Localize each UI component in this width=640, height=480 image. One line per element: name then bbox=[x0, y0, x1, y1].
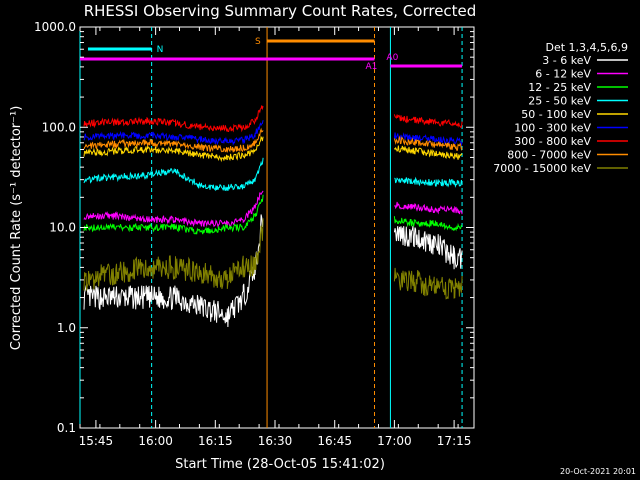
x-tick-label-1: 16:00 bbox=[138, 434, 173, 448]
series-line-4-1 bbox=[393, 145, 463, 160]
series-line-6-0 bbox=[83, 105, 264, 133]
legend-label-2: 12 - 25 keV bbox=[528, 81, 591, 94]
x-tick-label-2: 16:15 bbox=[198, 434, 233, 448]
series-line-8-1 bbox=[393, 267, 463, 300]
legend-label-7: 800 - 7000 keV bbox=[507, 149, 591, 162]
legend-title: Det 1,3,4,5,6,9 bbox=[545, 41, 628, 54]
series-line-0-0 bbox=[83, 214, 264, 328]
x-tick-label-5: 17:00 bbox=[377, 434, 412, 448]
legend-label-5: 100 - 300 keV bbox=[514, 122, 591, 135]
series-line-3-0 bbox=[83, 157, 264, 192]
series-line-5-0 bbox=[83, 120, 264, 146]
legend-label-3: 25 - 50 keV bbox=[528, 95, 591, 108]
legend-label-6: 300 - 800 keV bbox=[514, 135, 591, 148]
series-group bbox=[83, 105, 463, 328]
x-axis: 15:45 16:00 16:15 16:30 16:45 17:00 17:15 bbox=[79, 27, 472, 448]
x-tick-label-3: 16:30 bbox=[258, 434, 293, 448]
y-tick-label-2: 10.0 bbox=[49, 221, 76, 235]
series-line-0-1 bbox=[393, 225, 463, 270]
annotation-label-a0: A0 bbox=[386, 53, 398, 63]
y-axis-label: Corrected Count Rate (s⁻¹ detector⁻¹) bbox=[9, 106, 24, 351]
chart-title: RHESSI Observing Summary Count Rates, Co… bbox=[84, 2, 477, 20]
series-line-4-0 bbox=[83, 135, 264, 163]
y-axis: 0.1 1.0 10.0 100.0 1000.0 bbox=[34, 20, 474, 435]
series-line-8-0 bbox=[83, 218, 264, 291]
legend-label-0: 3 - 6 keV bbox=[542, 54, 591, 67]
series-line-2-0 bbox=[83, 194, 264, 235]
annotation-label-a1: A1 bbox=[366, 62, 378, 72]
series-line-2-1 bbox=[393, 216, 463, 232]
y-tick-label-3: 100.0 bbox=[42, 120, 76, 134]
series-line-5-1 bbox=[393, 132, 463, 147]
series-line-1-0 bbox=[83, 190, 264, 229]
y-tick-label-4: 1000.0 bbox=[34, 20, 76, 34]
series-line-7-0 bbox=[83, 127, 264, 153]
x-tick-label-6: 17:15 bbox=[437, 434, 472, 448]
x-axis-label: Start Time (28-Oct-05 15:41:02) bbox=[175, 457, 385, 472]
y-tick-label-0: 0.1 bbox=[57, 421, 76, 435]
annotation-group: N S A1 A0 bbox=[80, 37, 463, 72]
annotation-label-n: N bbox=[157, 45, 164, 55]
legend-label-8: 7000 - 15000 keV bbox=[493, 162, 591, 175]
series-line-1-1 bbox=[394, 201, 463, 215]
series-line-3-1 bbox=[394, 176, 463, 188]
x-tick-label-0: 15:45 bbox=[79, 434, 114, 448]
y-tick-label-1: 1.0 bbox=[57, 321, 76, 335]
annotation-label-s: S bbox=[255, 37, 261, 47]
x-tick-label-4: 16:45 bbox=[317, 434, 352, 448]
legend-label-1: 6 - 12 keV bbox=[535, 68, 591, 81]
series-line-6-1 bbox=[393, 114, 463, 128]
footer-date: 20-Oct-2021 20:01 bbox=[560, 467, 636, 476]
legend-label-4: 50 - 100 keV bbox=[521, 108, 591, 121]
series-line-7-1 bbox=[393, 135, 463, 152]
